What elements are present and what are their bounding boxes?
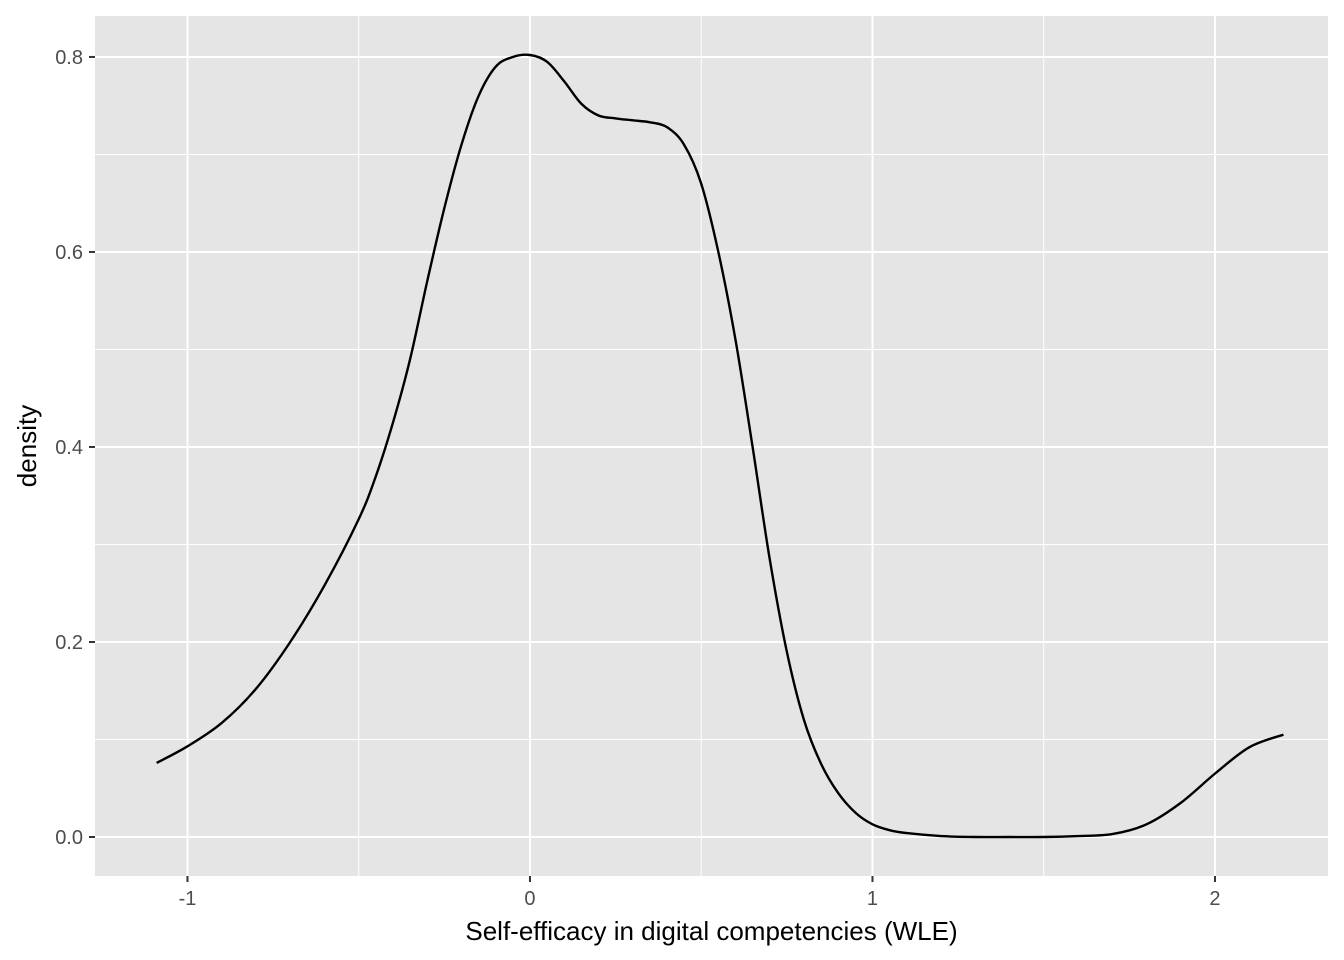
y-tick-label: 0.4 xyxy=(55,437,83,459)
x-axis-title: Self-efficacy in digital competencies (W… xyxy=(465,916,957,946)
major-gridlines xyxy=(95,16,1328,876)
x-tick-label: 1 xyxy=(867,888,878,910)
density-series xyxy=(156,53,1284,839)
x-tick-label: 2 xyxy=(1209,888,1220,910)
x-axis: -1 0 1 2 xyxy=(179,876,1221,910)
y-tick-label: 0.0 xyxy=(55,827,83,849)
y-tick-label: 0.2 xyxy=(55,632,83,654)
x-tick-label: -1 xyxy=(179,888,197,910)
x-tick-label: 0 xyxy=(524,888,535,910)
y-axis-title: density xyxy=(12,405,42,487)
y-tick-label: 0.6 xyxy=(55,242,83,264)
density-curve xyxy=(156,53,1284,839)
y-axis: 0.0 0.2 0.4 0.6 0.8 xyxy=(55,47,95,849)
y-tick-label: 0.8 xyxy=(55,47,83,69)
